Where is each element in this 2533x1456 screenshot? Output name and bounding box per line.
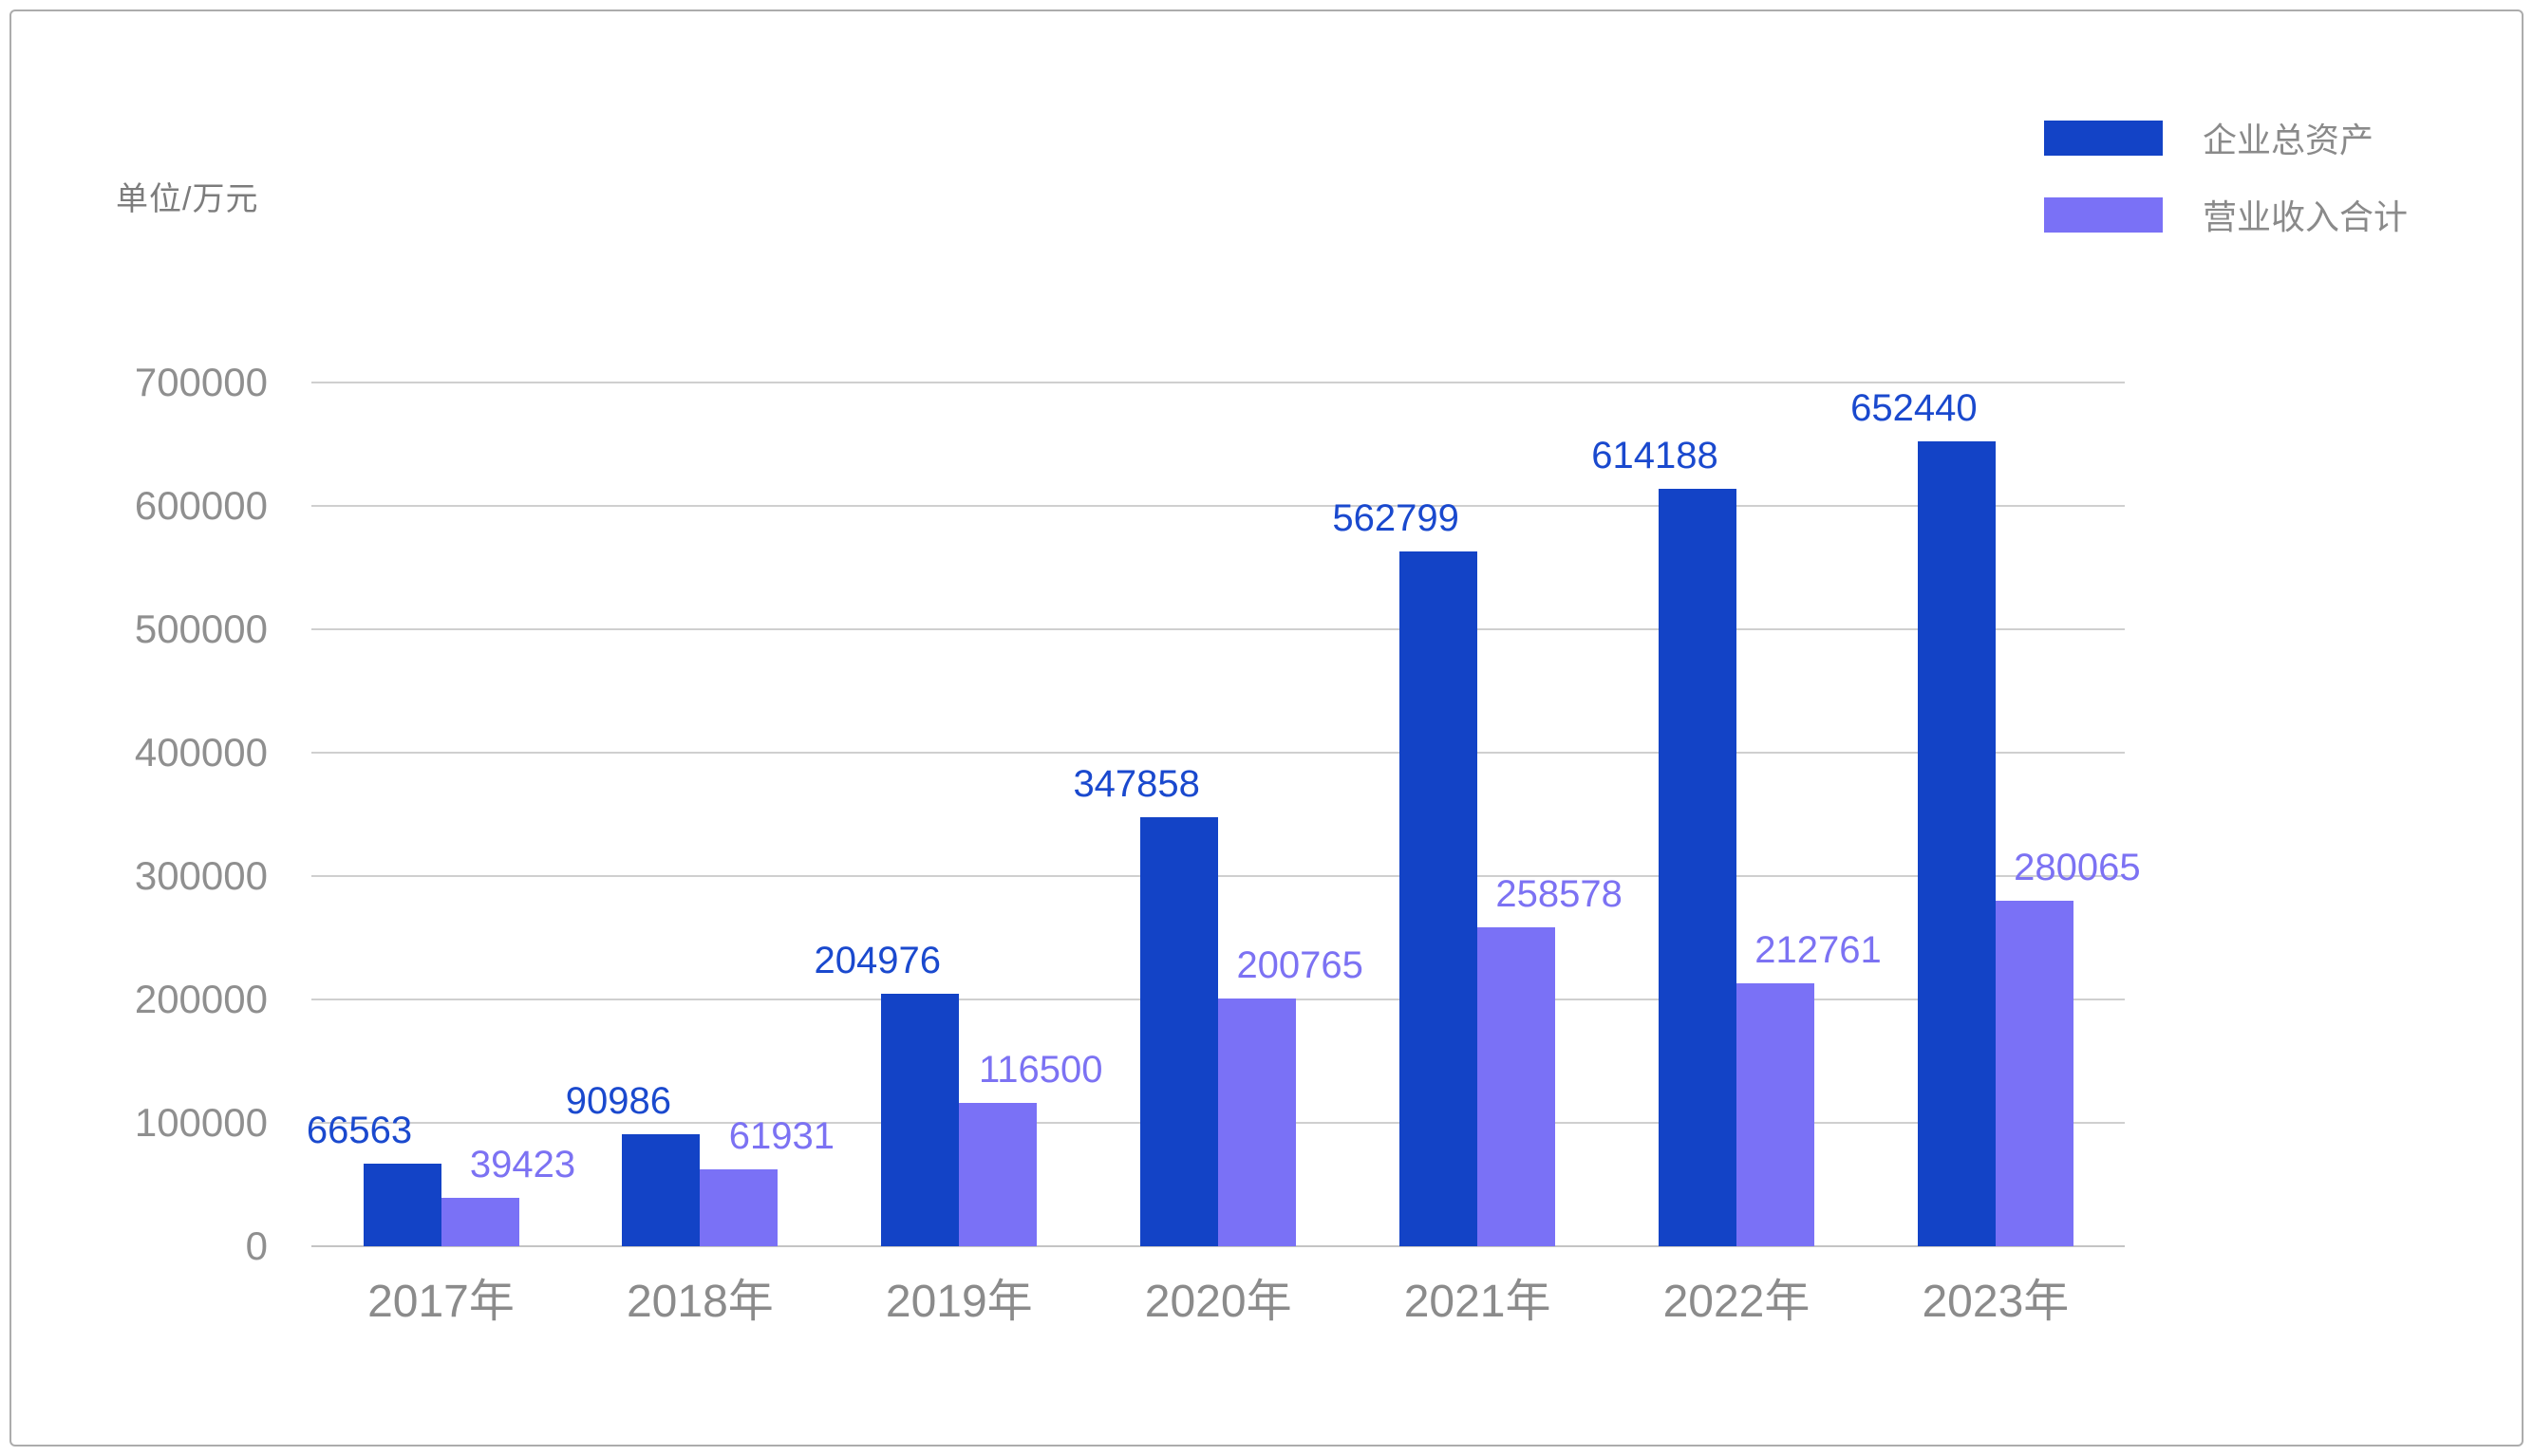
legend-swatch-total-assets — [2044, 120, 2163, 156]
y-axis-unit-label: 单位/万元 — [116, 181, 259, 217]
y-tick-label: 300000 — [134, 853, 268, 898]
y-tick-label: 400000 — [134, 730, 268, 775]
y-tick-label: 100000 — [134, 1100, 268, 1145]
x-tick-label: 2021年 — [1403, 1277, 1551, 1327]
bar-total-assets[interactable] — [1917, 441, 1996, 1246]
x-tick-label: 2023年 — [1922, 1277, 2070, 1327]
x-tick-label: 2020年 — [1144, 1277, 1292, 1327]
bar-operating-revenue[interactable] — [1477, 927, 1556, 1246]
bar-total-assets[interactable] — [881, 994, 960, 1246]
y-tick-label: 700000 — [134, 360, 268, 404]
gridline — [311, 752, 2125, 754]
bar-value-label: 280065 — [2014, 847, 2141, 888]
bar-value-label: 116500 — [979, 1049, 1103, 1091]
legend-label-operating-revenue: 营业收入合计 — [2203, 197, 2409, 236]
bar-total-assets[interactable] — [622, 1134, 701, 1246]
legend-item-operating-revenue[interactable]: 营业收入合计 — [2044, 190, 2408, 239]
x-axis-line — [311, 1245, 2125, 1247]
y-tick-label: 200000 — [134, 977, 268, 1021]
legend: 企业总资产 营业收入合计 — [2044, 113, 2408, 267]
y-tick-label: 500000 — [134, 607, 268, 651]
bar-value-label: 212761 — [1754, 929, 1882, 971]
bar-value-label: 347858 — [1073, 763, 1200, 805]
bar-total-assets[interactable] — [1399, 551, 1478, 1246]
bar-total-assets[interactable] — [1659, 489, 1736, 1246]
bar-value-label: 204976 — [814, 940, 942, 981]
bar-value-label: 90986 — [565, 1080, 671, 1122]
legend-swatch-operating-revenue — [2044, 196, 2163, 233]
x-tick-label: 2022年 — [1662, 1277, 1811, 1327]
bar-value-label: 200765 — [1236, 944, 1363, 986]
bar-operating-revenue[interactable] — [959, 1103, 1038, 1246]
bar-operating-revenue[interactable] — [700, 1169, 779, 1246]
x-tick-label: 2018年 — [626, 1277, 774, 1327]
bar-operating-revenue[interactable] — [441, 1198, 519, 1246]
bar-value-label: 258578 — [1495, 873, 1623, 915]
bar-value-label: 562799 — [1332, 497, 1459, 539]
y-tick-label: 0 — [245, 1223, 268, 1268]
bar-operating-revenue[interactable] — [1218, 999, 1297, 1246]
x-tick-label: 2019年 — [885, 1277, 1033, 1327]
bar-value-label: 39423 — [469, 1144, 576, 1185]
bar-value-label: 652440 — [1850, 387, 1978, 429]
bar-total-assets[interactable] — [1140, 817, 1219, 1246]
gridline — [311, 628, 2125, 630]
legend-label-total-assets: 企业总资产 — [2203, 121, 2374, 159]
gridline — [311, 382, 2125, 383]
bar-operating-revenue[interactable] — [1736, 983, 1814, 1246]
legend-item-total-assets[interactable]: 企业总资产 — [2044, 113, 2408, 162]
bar-total-assets[interactable] — [363, 1164, 441, 1246]
bar-value-label: 61931 — [728, 1115, 835, 1157]
x-tick-label: 2017年 — [367, 1277, 515, 1327]
gridline — [311, 505, 2125, 507]
y-tick-label: 600000 — [134, 483, 268, 528]
bar-value-label: 66563 — [306, 1110, 413, 1151]
bar-value-label: 614188 — [1591, 435, 1718, 476]
bar-operating-revenue[interactable] — [1995, 901, 2073, 1246]
